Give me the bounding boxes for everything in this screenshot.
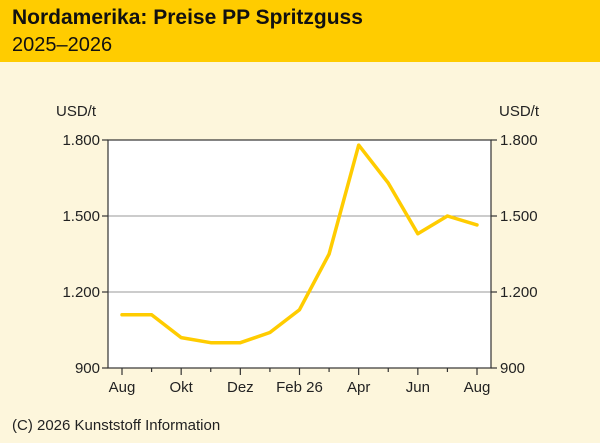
x-tick-label-0: Aug [109, 379, 136, 396]
data-point-12 [475, 223, 479, 227]
x-tick-label-1: Okt [169, 379, 193, 396]
data-point-8 [357, 143, 361, 147]
data-point-5 [268, 331, 272, 335]
x-tick-label-6: Aug [464, 379, 491, 396]
plot-area [108, 140, 491, 368]
x-tick-label-3: Feb 26 [276, 379, 323, 396]
data-point-3 [209, 341, 213, 345]
y-tick-label-left-3: 1.800 [62, 132, 100, 149]
chart-subtitle: 2025–2026 [12, 34, 113, 56]
y-tick-label-right-0: 900 [500, 360, 525, 377]
data-point-2 [179, 336, 183, 340]
data-point-0 [120, 313, 124, 317]
price-line-chart: 900 900 1.200 1.200 1.500 1.500 1.800 1.800 USD/… [56, 103, 540, 396]
data-point-1 [150, 313, 154, 317]
x-tick-label-2: Dez [227, 379, 254, 396]
data-point-4 [238, 341, 242, 345]
header-band: Nordamerika: Preise PP Spritzguss 2025–2… [0, 0, 600, 62]
y-tick-label-right-3: 1.800 [500, 132, 538, 149]
y-axis-label-left: USD/t [56, 103, 97, 120]
x-tick-label-5: Jun [406, 379, 430, 396]
data-point-6 [298, 308, 301, 312]
data-point-11 [445, 214, 449, 218]
x-tick-label-4: Apr [347, 379, 370, 396]
y-tick-label-right-2: 1.500 [500, 208, 538, 225]
chart-title: Nordamerika: Preise PP Spritzguss [12, 6, 363, 29]
y-axis-label-right: USD/t [499, 103, 540, 120]
y-tick-label-left-2: 1.500 [62, 208, 100, 225]
data-point-7 [327, 252, 331, 256]
copyright-footer: (C) 2026 Kunststoff Information [12, 417, 221, 434]
data-point-10 [416, 232, 420, 236]
y-tick-label-right-1: 1.200 [500, 284, 538, 301]
y-tick-label-left-0: 900 [75, 360, 100, 377]
data-point-9 [386, 181, 390, 185]
y-tick-label-left-1: 1.200 [62, 284, 100, 301]
